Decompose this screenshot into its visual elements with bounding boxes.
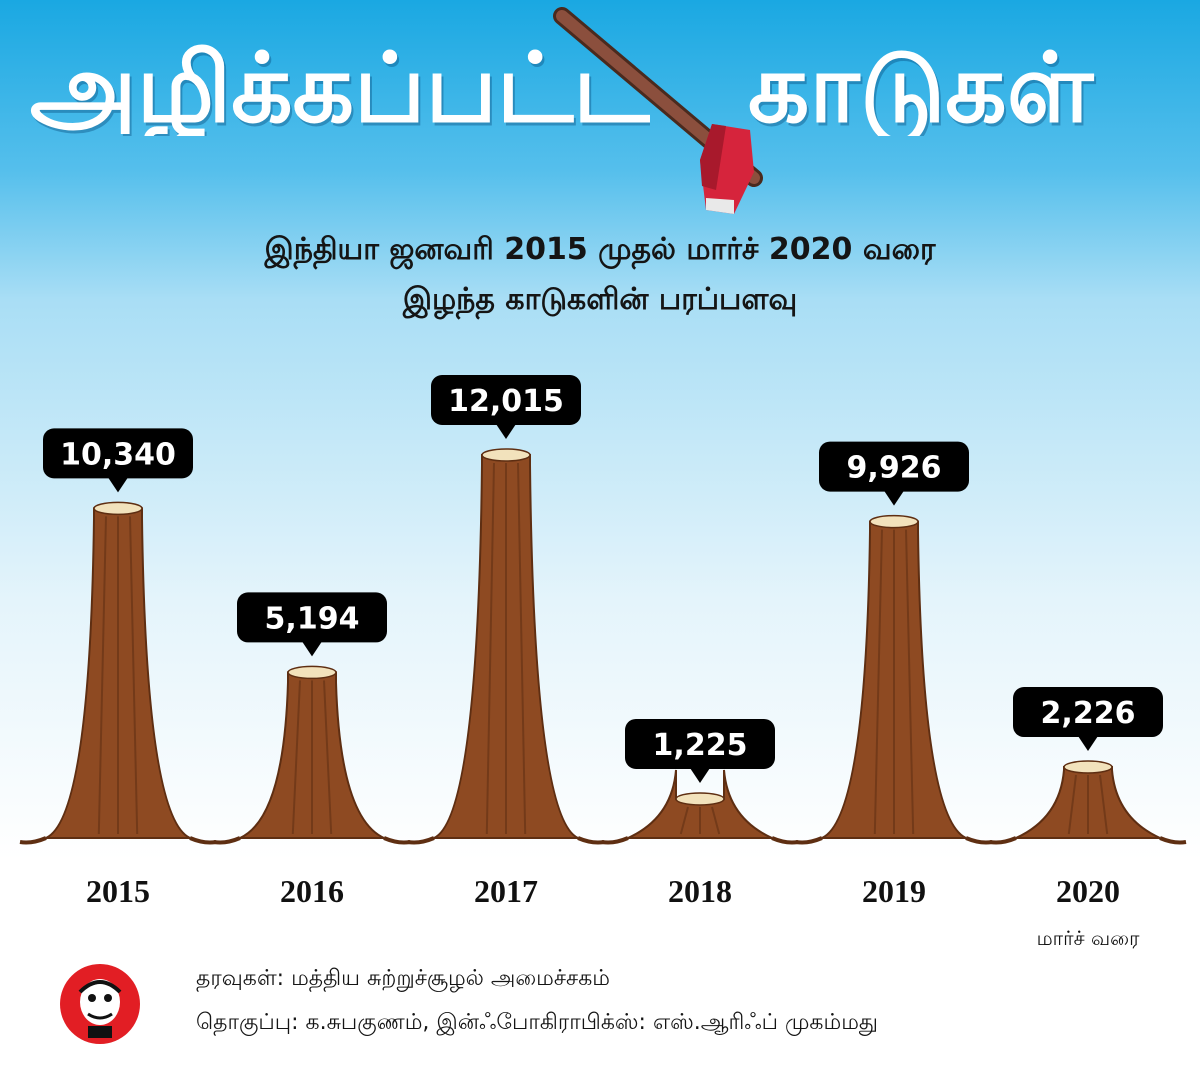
category-label-2016: 2016 xyxy=(280,873,344,909)
stump-bar-chart: 10,340 2015 5,194 2016 12,015 2017 1,225 2018 9,… xyxy=(19,375,1187,950)
value-label-2016: 5,194 xyxy=(237,592,387,657)
source-note: தரவுகள்: மத்திய சுற்றுச்சூழல் அமைச்சகம் xyxy=(196,966,611,991)
stump-bar-2016 xyxy=(213,665,411,845)
svg-text:9,926: 9,926 xyxy=(847,451,942,486)
value-label-2019: 9,926 xyxy=(819,441,969,506)
category-label-2019: 2019 xyxy=(862,873,926,909)
svg-text:1,225: 1,225 xyxy=(653,728,748,763)
svg-text:2,226: 2,226 xyxy=(1041,696,1136,731)
stump-bar-2020 xyxy=(989,760,1187,845)
stump-bar-2019 xyxy=(795,514,993,845)
title-right: காடுகள் xyxy=(748,40,1094,136)
svg-text:12,015: 12,015 xyxy=(448,384,564,419)
axe-icon xyxy=(553,7,763,214)
value-label-2020: 2,226 xyxy=(1013,687,1163,752)
stump-bar-2017 xyxy=(407,448,605,845)
title-left: அழிக்கப்பட்ட xyxy=(30,40,650,136)
chart-subtitle-line-2: இழந்த காடுகளின் பரப்பளவு xyxy=(402,282,798,317)
category-label-2018: 2018 xyxy=(668,873,732,909)
category-label-2017: 2017 xyxy=(474,873,538,909)
stump-bar-2018 xyxy=(601,769,799,845)
value-label-2015: 10,340 xyxy=(43,428,193,493)
value-label-2018: 1,225 xyxy=(625,718,775,783)
svg-text:10,340: 10,340 xyxy=(60,437,176,472)
svg-text:5,194: 5,194 xyxy=(265,601,360,636)
category-label-2015: 2015 xyxy=(86,873,150,909)
credits-note: தொகுப்பு: க.சுபகுணம், இன்ஃபோகிராபிக்ஸ்: … xyxy=(196,1010,878,1035)
publisher-logo-icon xyxy=(60,964,140,1044)
category-label-2020: 2020 xyxy=(1056,873,1120,909)
value-label-2017: 12,015 xyxy=(431,375,581,439)
category-note-2020: மார்ச் வரை xyxy=(1037,926,1140,950)
chart-subtitle-line-1: இந்தியா ஜனவரி 2015 முதல் மார்ச் 2020 வரை xyxy=(264,232,936,267)
stump-bar-2015 xyxy=(19,501,217,845)
